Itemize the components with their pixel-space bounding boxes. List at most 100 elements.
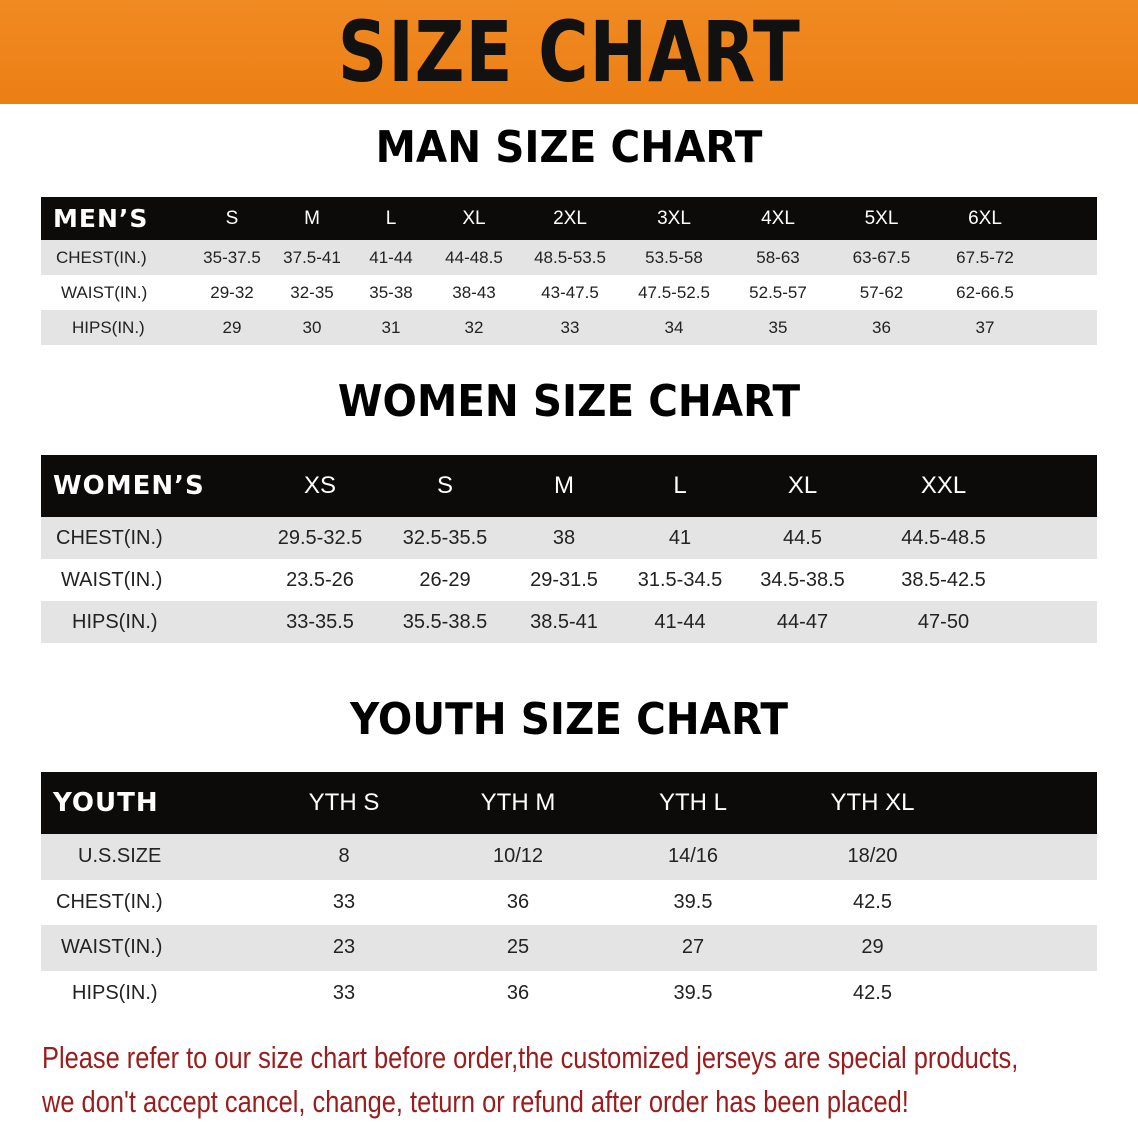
row-label: CHEST(IN.) xyxy=(41,240,192,275)
size-header: S xyxy=(192,197,272,240)
row-label: U.S.SIZE xyxy=(41,834,258,880)
measurement-cell: 35-37.5 xyxy=(192,240,272,275)
table-row: WAIST(IN.) 23.5-26 26-29 29-31.5 31.5-34.5 34… xyxy=(41,559,1097,601)
empty-cell xyxy=(965,834,1097,880)
row-label: CHEST(IN.) xyxy=(41,517,258,559)
measurement-cell: 42.5 xyxy=(780,970,965,1016)
measurement-cell: 33 xyxy=(518,310,622,345)
size-header: 6XL xyxy=(933,197,1037,240)
measurement-cell: 37.5-41 xyxy=(272,240,352,275)
measurement-cell: 35.5-38.5 xyxy=(382,601,508,643)
measurement-cell: 33 xyxy=(258,970,430,1016)
notice-line-2: we don't accept cancel, change, teturn o… xyxy=(42,1084,909,1119)
table-row: CHEST(IN.) 33 36 39.5 42.5 xyxy=(41,879,1097,925)
table-row: HIPS(IN.) 33-35.5 35.5-38.5 38.5-41 41-44 44-… xyxy=(41,601,1097,643)
measurement-cell: 31.5-34.5 xyxy=(620,559,740,601)
measurement-cell: 32-35 xyxy=(272,275,352,310)
empty-cell xyxy=(965,970,1097,1016)
measurement-cell: 26-29 xyxy=(382,559,508,601)
measurement-cell: 30 xyxy=(272,310,352,345)
measurement-cell: 47-50 xyxy=(865,601,1022,643)
row-label: HIPS(IN.) xyxy=(41,310,192,345)
measurement-cell: 29-32 xyxy=(192,275,272,310)
row-label: CHEST(IN.) xyxy=(41,879,258,925)
measurement-cell: 38.5-41 xyxy=(508,601,620,643)
measurement-cell: 18/20 xyxy=(780,834,965,880)
empty-cell xyxy=(1037,240,1097,275)
table-row: HIPS(IN.) 33 36 39.5 42.5 xyxy=(41,970,1097,1016)
measurement-cell: 36 xyxy=(830,310,933,345)
youth-header-row: YOUTH YTH S YTH M YTH L YTH XL xyxy=(41,772,1097,834)
youth-section-title: YOUTH SIZE CHART xyxy=(350,694,788,745)
size-header: XS xyxy=(258,455,382,517)
measurement-cell: 57-62 xyxy=(830,275,933,310)
measurement-cell: 14/16 xyxy=(606,834,780,880)
size-header: M xyxy=(508,455,620,517)
size-chart-banner: SIZE CHART xyxy=(0,0,1138,104)
measurement-cell: 38 xyxy=(508,517,620,559)
measurement-cell: 29-31.5 xyxy=(508,559,620,601)
men-header-row: MEN’S S M L XL 2XL 3XL 4XL 5XL 6XL xyxy=(41,197,1097,240)
measurement-cell: 35-38 xyxy=(352,275,430,310)
measurement-cell: 23.5-26 xyxy=(258,559,382,601)
header-label: YOUTH xyxy=(41,772,258,834)
empty-cell xyxy=(1037,275,1097,310)
measurement-cell: 38-43 xyxy=(430,275,518,310)
measurement-cell: 63-67.5 xyxy=(830,240,933,275)
empty-cell xyxy=(1022,517,1097,559)
banner-title: SIZE CHART xyxy=(337,3,801,101)
size-header: XL xyxy=(740,455,865,517)
measurement-cell: 41-44 xyxy=(620,601,740,643)
size-header: 3XL xyxy=(622,197,726,240)
men-section-title: MAN SIZE CHART xyxy=(375,122,763,173)
measurement-cell: 29 xyxy=(192,310,272,345)
measurement-cell: 52.5-57 xyxy=(726,275,830,310)
order-notice: Please refer to our size chart before or… xyxy=(42,1036,1133,1124)
measurement-cell: 41-44 xyxy=(352,240,430,275)
measurement-cell: 36 xyxy=(430,970,606,1016)
empty-cell xyxy=(1022,559,1097,601)
empty-cell xyxy=(965,879,1097,925)
measurement-cell: 8 xyxy=(258,834,430,880)
size-header: YTH XL xyxy=(780,772,965,834)
table-row: CHEST(IN.) 29.5-32.5 32.5-35.5 38 41 44.5 44.5… xyxy=(41,517,1097,559)
women-size-table: WOMEN’S XS S M L XL XXL CHEST(IN.) 29.5-32.5 32.5… xyxy=(41,455,1097,643)
size-header: L xyxy=(352,197,430,240)
size-header: 5XL xyxy=(830,197,933,240)
measurement-cell: 48.5-53.5 xyxy=(518,240,622,275)
measurement-cell: 33 xyxy=(258,879,430,925)
row-label: WAIST(IN.) xyxy=(41,925,258,971)
measurement-cell: 32 xyxy=(430,310,518,345)
empty-cell xyxy=(1037,197,1097,240)
size-header: XXL xyxy=(865,455,1022,517)
measurement-cell: 39.5 xyxy=(606,970,780,1016)
empty-cell xyxy=(1037,310,1097,345)
measurement-cell: 58-63 xyxy=(726,240,830,275)
table-row: WAIST(IN.) 23 25 27 29 xyxy=(41,925,1097,971)
measurement-cell: 41 xyxy=(620,517,740,559)
measurement-cell: 23 xyxy=(258,925,430,971)
header-label: WOMEN’S xyxy=(41,455,258,517)
measurement-cell: 53.5-58 xyxy=(622,240,726,275)
measurement-cell: 47.5-52.5 xyxy=(622,275,726,310)
women-header-row: WOMEN’S XS S M L XL XXL xyxy=(41,455,1097,517)
men-size-table: MEN’S S M L XL 2XL 3XL 4XL 5XL 6XL CHEST(IN.) 35-37… xyxy=(41,197,1097,345)
size-header: 4XL xyxy=(726,197,830,240)
size-header: L xyxy=(620,455,740,517)
empty-cell xyxy=(965,925,1097,971)
measurement-cell: 62-66.5 xyxy=(933,275,1037,310)
measurement-cell: 67.5-72 xyxy=(933,240,1037,275)
measurement-cell: 44.5-48.5 xyxy=(865,517,1022,559)
empty-cell xyxy=(965,772,1097,834)
measurement-cell: 44.5 xyxy=(740,517,865,559)
measurement-cell: 32.5-35.5 xyxy=(382,517,508,559)
measurement-cell: 42.5 xyxy=(780,879,965,925)
measurement-cell: 34.5-38.5 xyxy=(740,559,865,601)
youth-size-table: YOUTH YTH S YTH M YTH L YTH XL U.S.SIZE 8 10/12… xyxy=(41,772,1097,1016)
measurement-cell: 43-47.5 xyxy=(518,275,622,310)
measurement-cell: 29 xyxy=(780,925,965,971)
row-label: HIPS(IN.) xyxy=(41,601,258,643)
measurement-cell: 10/12 xyxy=(430,834,606,880)
header-label: MEN’S xyxy=(41,197,192,240)
measurement-cell: 31 xyxy=(352,310,430,345)
